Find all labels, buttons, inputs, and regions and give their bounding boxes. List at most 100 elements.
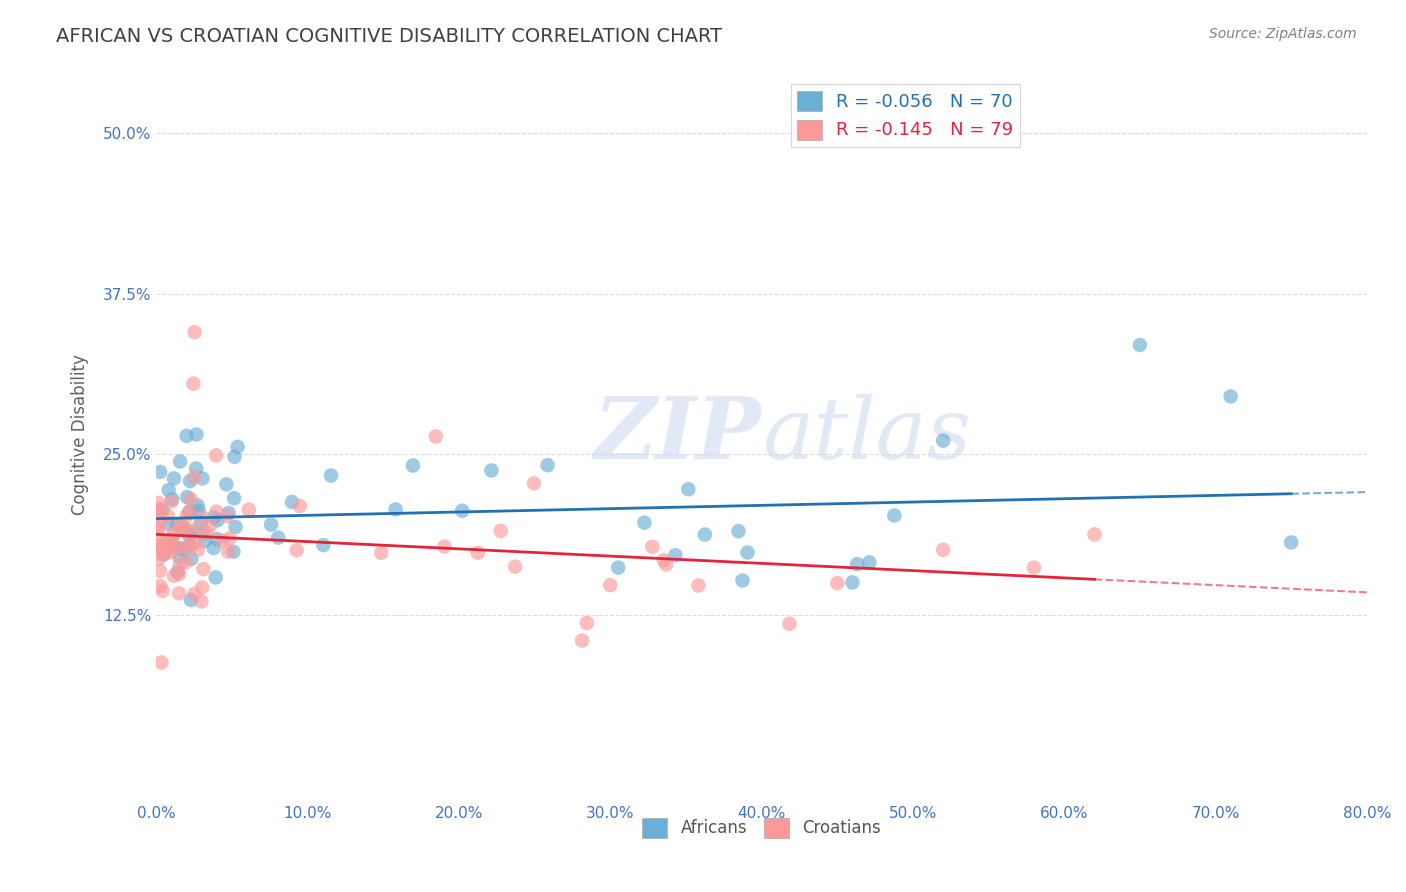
- Point: [183, 325, 205, 339]
- Point: [153, 548, 176, 562]
- Point: [205, 449, 228, 463]
- Point: [167, 541, 190, 555]
- Point: [932, 434, 955, 448]
- Point: [224, 450, 246, 464]
- Point: [183, 587, 205, 601]
- Point: [571, 633, 593, 648]
- Point: [186, 461, 208, 475]
- Point: [173, 520, 195, 534]
- Point: [195, 525, 218, 540]
- Point: [285, 543, 308, 558]
- Point: [160, 494, 183, 508]
- Point: [174, 541, 197, 555]
- Point: [152, 583, 174, 598]
- Point: [191, 471, 214, 485]
- Point: [180, 538, 202, 552]
- Point: [607, 560, 630, 574]
- Point: [169, 558, 191, 572]
- Point: [167, 586, 190, 600]
- Point: [217, 544, 239, 558]
- Point: [146, 523, 169, 537]
- Point: [883, 508, 905, 523]
- Point: [370, 546, 392, 560]
- Text: Source: ZipAtlas.com: Source: ZipAtlas.com: [1209, 27, 1357, 41]
- Point: [731, 574, 754, 588]
- Point: [176, 490, 198, 504]
- Point: [1022, 560, 1045, 574]
- Point: [176, 429, 198, 443]
- Point: [218, 506, 240, 520]
- Point: [190, 516, 212, 530]
- Point: [163, 471, 186, 485]
- Point: [260, 517, 283, 532]
- Point: [180, 593, 202, 607]
- Point: [176, 509, 198, 524]
- Text: AFRICAN VS CROATIAN COGNITIVE DISABILITY CORRELATION CHART: AFRICAN VS CROATIAN COGNITIVE DISABILITY…: [56, 27, 723, 45]
- Point: [238, 502, 260, 516]
- Point: [183, 376, 205, 391]
- Point: [207, 513, 229, 527]
- Point: [633, 516, 655, 530]
- Legend: Africans, Croatians: Africans, Croatians: [636, 811, 887, 845]
- Point: [425, 429, 447, 443]
- Point: [166, 517, 188, 532]
- Point: [160, 538, 183, 552]
- Point: [179, 474, 201, 488]
- Point: [827, 576, 849, 591]
- Point: [169, 521, 191, 535]
- Point: [503, 559, 526, 574]
- Point: [664, 548, 686, 562]
- Point: [319, 468, 342, 483]
- Point: [202, 541, 225, 555]
- Point: [841, 575, 863, 590]
- Point: [149, 579, 172, 593]
- Point: [149, 503, 172, 517]
- Point: [149, 465, 172, 479]
- Text: ZIP: ZIP: [593, 393, 762, 477]
- Point: [1083, 527, 1105, 541]
- Point: [858, 555, 880, 569]
- Point: [169, 519, 191, 533]
- Point: [146, 501, 169, 516]
- Point: [184, 535, 207, 549]
- Point: [187, 499, 209, 513]
- Point: [149, 540, 172, 554]
- Point: [215, 477, 238, 491]
- Point: [162, 532, 184, 546]
- Point: [152, 548, 174, 562]
- Point: [222, 544, 245, 558]
- Point: [226, 440, 249, 454]
- Point: [186, 427, 208, 442]
- Point: [166, 565, 188, 579]
- Point: [177, 528, 200, 542]
- Point: [737, 545, 759, 559]
- Point: [150, 656, 173, 670]
- Point: [179, 537, 201, 551]
- Point: [170, 519, 193, 533]
- Point: [267, 531, 290, 545]
- Point: [155, 544, 177, 558]
- Point: [932, 542, 955, 557]
- Point: [148, 534, 170, 549]
- Point: [218, 531, 240, 545]
- Point: [179, 525, 201, 540]
- Point: [217, 509, 239, 524]
- Point: [288, 499, 311, 513]
- Point: [1129, 338, 1152, 352]
- Point: [205, 505, 228, 519]
- Point: [187, 504, 209, 518]
- Point: [160, 492, 183, 507]
- Point: [678, 482, 700, 496]
- Point: [159, 545, 181, 559]
- Text: atlas: atlas: [762, 393, 970, 476]
- Point: [204, 570, 226, 584]
- Point: [688, 578, 710, 592]
- Point: [641, 540, 664, 554]
- Point: [523, 476, 546, 491]
- Point: [157, 516, 180, 531]
- Point: [148, 552, 170, 566]
- Point: [536, 458, 558, 473]
- Point: [167, 541, 190, 555]
- Point: [846, 557, 869, 571]
- Point: [384, 502, 406, 516]
